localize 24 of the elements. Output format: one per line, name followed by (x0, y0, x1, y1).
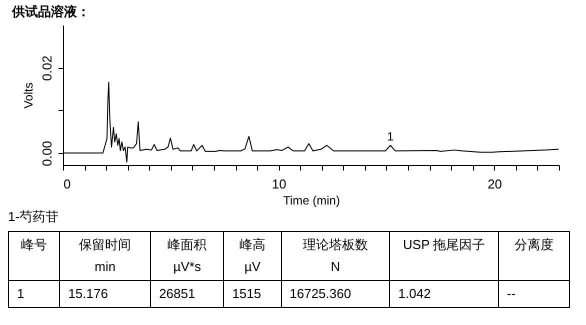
x-axis-title: Time (min) (283, 194, 340, 208)
text: 16725.360 (281, 280, 390, 308)
y-tick-label: 0.00 (40, 140, 54, 166)
text: 1-芍药苷 (8, 208, 60, 226)
text: 15.176 (60, 280, 151, 308)
x-tick-label: 20 (488, 176, 502, 192)
text: 保留时间 min (60, 232, 151, 280)
text: 26851 (150, 280, 224, 308)
y-axis-title: Volts (22, 82, 36, 109)
text: 峰号 (8, 232, 60, 280)
text: USP 拖尾因子 (390, 232, 498, 280)
text: 峰面积 µV*s (150, 232, 224, 280)
text: 分离度 (498, 232, 570, 280)
text: 1.042 (390, 280, 498, 308)
y-tick-label: 0.02 (40, 56, 54, 81)
chart-title: 供试品溶液： (11, 4, 90, 20)
text: 1 (8, 280, 60, 308)
text: 峰高 µV (224, 232, 282, 280)
text: 理论塔板数 N (281, 232, 390, 280)
x-tick-label: 10 (272, 176, 286, 192)
annotation: 1 (387, 129, 394, 144)
text: -- (498, 280, 570, 308)
text: 1515 (224, 280, 282, 308)
x-tick-label: 0 (64, 176, 71, 192)
